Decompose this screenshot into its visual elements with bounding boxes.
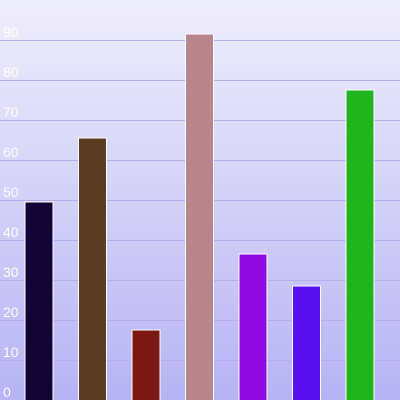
y-tick-label: 60 <box>3 144 19 160</box>
bar-3 <box>131 329 161 400</box>
y-tick-label: 40 <box>3 224 19 240</box>
bar-1 <box>24 201 54 400</box>
bar-2 <box>78 137 107 400</box>
y-tick-labels: 0 10 20 30 40 50 60 70 80 90 <box>3 24 19 400</box>
y-tick-label: 80 <box>3 64 19 80</box>
y-tick-label: 70 <box>3 104 19 120</box>
y-tick-label: 90 <box>3 24 19 40</box>
y-tick-label: 10 <box>3 344 19 360</box>
y-tick-label: 30 <box>3 264 19 280</box>
bars <box>24 33 375 400</box>
y-tick-label: 0 <box>3 384 11 400</box>
bar-7 <box>345 89 375 400</box>
y-tick-label: 50 <box>3 184 19 200</box>
bar-4 <box>185 33 214 400</box>
y-tick-label: 20 <box>3 304 19 320</box>
bar-5 <box>238 253 268 400</box>
bar-6 <box>292 285 321 400</box>
